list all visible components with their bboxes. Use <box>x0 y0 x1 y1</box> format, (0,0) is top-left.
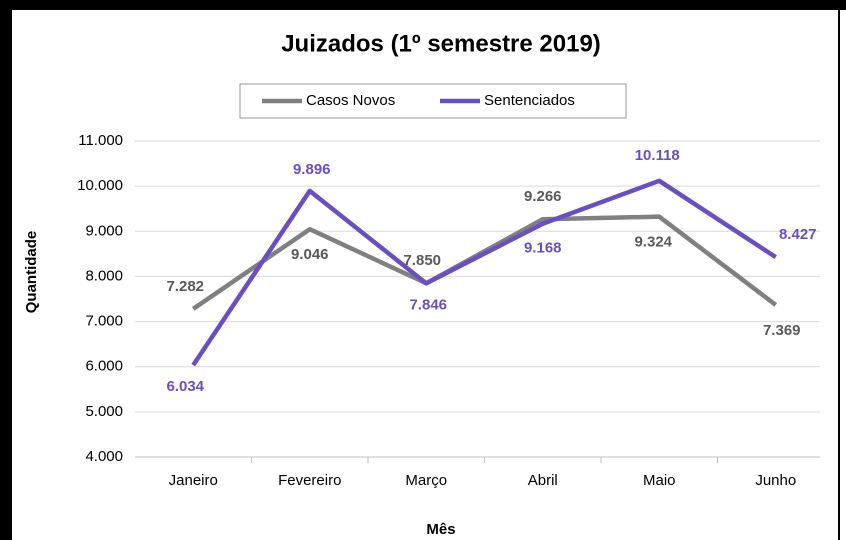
frame-left <box>0 0 12 540</box>
data-label: 7.846 <box>409 296 447 313</box>
x-tick-label: Fevereiro <box>278 472 341 489</box>
y-tick-label: 11.000 <box>78 132 123 149</box>
line-series <box>191 178 777 367</box>
y-tick-label: 6.000 <box>85 358 123 375</box>
legend-box <box>239 83 627 119</box>
data-label: 7.282 <box>166 278 204 295</box>
x-tick-label: Abril <box>528 472 558 489</box>
y-tick-label: 4.000 <box>85 448 123 465</box>
x-tick-label: Janeiro <box>169 472 218 489</box>
y-tick-label: 9.000 <box>85 222 123 239</box>
chart-title: Juizados (1º semestre 2019) <box>281 30 601 57</box>
y-tick-label: 7.000 <box>85 313 123 330</box>
data-label: 9.046 <box>291 246 329 263</box>
x-axis-title: Mês <box>426 521 455 538</box>
y-tick-label: 5.000 <box>85 403 123 420</box>
frame-top <box>0 0 846 10</box>
x-tick-label: Março <box>405 472 447 489</box>
legend-label: Casos Novos <box>306 92 395 109</box>
data-label: 8.427 <box>779 226 817 243</box>
data-label: 9.266 <box>524 188 562 205</box>
data-label: 9.168 <box>524 240 562 257</box>
data-label: 6.034 <box>166 378 204 395</box>
data-label: 9.896 <box>293 161 331 178</box>
legend-label: Sentenciados <box>484 92 575 109</box>
data-label: 7.850 <box>403 252 441 269</box>
x-tick-label: Maio <box>643 472 676 489</box>
y-tick-label: 10.000 <box>77 177 123 194</box>
y-tick-label: 8.000 <box>85 267 123 284</box>
x-tick-label: Junho <box>755 472 796 489</box>
data-label: 10.118 <box>635 147 680 164</box>
frame-right <box>838 10 840 540</box>
data-label: 9.324 <box>634 234 672 251</box>
y-axis-title: Quantidade <box>23 231 40 314</box>
data-label: 7.369 <box>763 322 801 339</box>
